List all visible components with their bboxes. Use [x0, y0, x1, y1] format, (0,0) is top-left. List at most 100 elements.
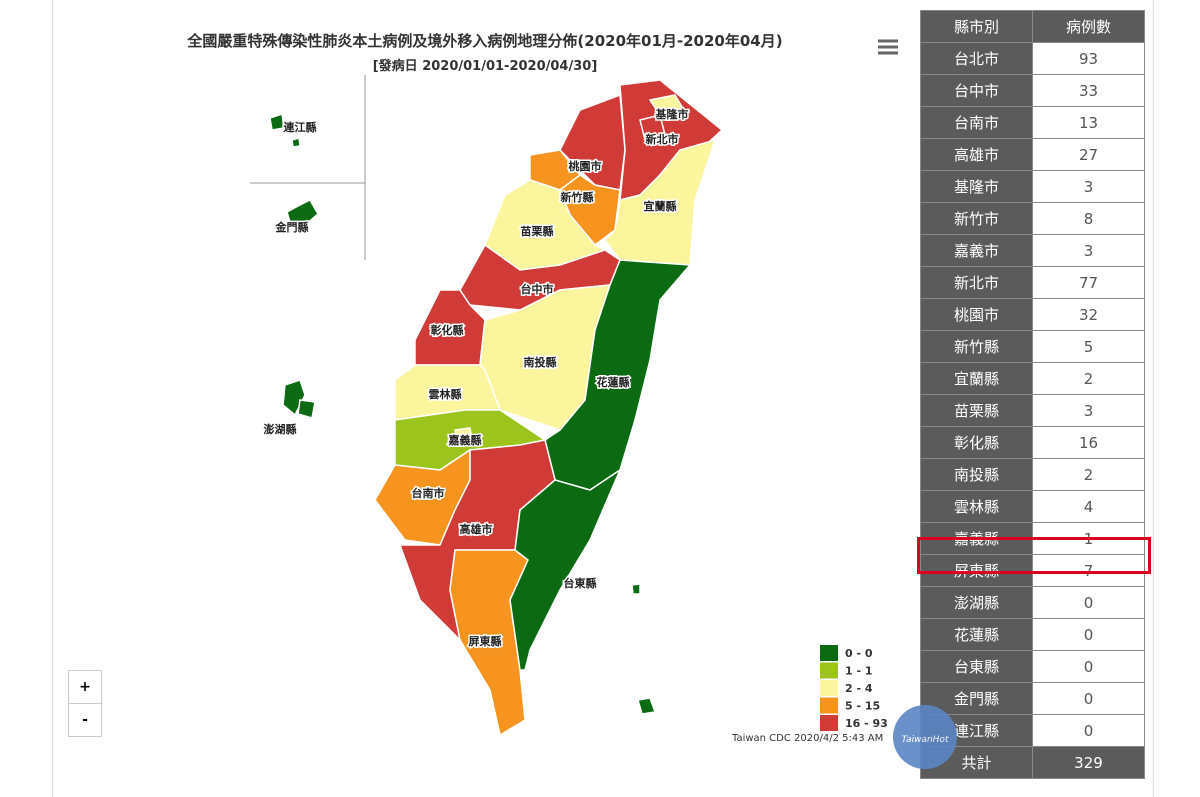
county-name: 新竹縣	[920, 330, 1033, 363]
county-region[interactable]	[291, 137, 301, 148]
county-name: 嘉義市	[920, 234, 1033, 267]
county-name: 台東縣	[920, 650, 1033, 683]
county-region[interactable]	[454, 427, 473, 443]
table-row: 澎湖縣 0	[920, 586, 1145, 619]
county-label: 基隆市	[655, 107, 689, 121]
table-row: 南投縣 2	[920, 458, 1145, 491]
county-region[interactable]	[631, 583, 641, 595]
legend-label: 1 - 1	[845, 665, 873, 678]
county-name: 南投縣	[920, 458, 1033, 491]
menu-icon[interactable]	[878, 39, 898, 55]
case-count: 27	[1032, 138, 1145, 171]
county-name: 基隆市	[920, 170, 1033, 203]
table-row: 新竹市 8	[920, 202, 1145, 235]
county-name: 台北市	[920, 42, 1033, 75]
county-label: 花蓮縣	[597, 375, 630, 389]
table-row: 彰化縣 16	[920, 426, 1145, 459]
case-count: 33	[1032, 74, 1145, 107]
legend-swatch	[820, 662, 838, 679]
map-title: 全國嚴重特殊傳染性肺炎本土病例及境外移入病例地理分佈(2020年01月-2020…	[186, 32, 782, 50]
case-count: 7	[1032, 554, 1145, 587]
legend-label: 0 - 0	[845, 647, 873, 660]
case-count: 5	[1032, 330, 1145, 363]
highlight-box	[917, 537, 1151, 574]
county-name: 新竹市	[920, 202, 1033, 235]
case-table: 縣市別 病例數 台北市 93 台中市 33 台南市 13 高雄市 27 基隆市 3 新竹市 8 嘉義市 3 新北…	[920, 10, 1145, 779]
county-region[interactable]	[509, 467, 622, 671]
county-name: 雲林縣	[920, 490, 1033, 523]
county-label: 雲林縣	[429, 387, 462, 401]
table-row: 新北市 77	[920, 266, 1145, 299]
county-name: 彰化縣	[920, 426, 1033, 459]
case-count: 16	[1032, 426, 1145, 459]
case-count: 93	[1032, 42, 1145, 75]
table-row: 屏東縣 7	[920, 554, 1145, 587]
county-region[interactable]	[639, 114, 666, 141]
county-label: 新竹縣	[561, 190, 594, 204]
county-region[interactable]	[637, 697, 657, 715]
county-name: 宜蘭縣	[920, 362, 1033, 395]
case-count: 3	[1032, 394, 1145, 427]
county-name: 新北市	[920, 266, 1033, 299]
table-row: 嘉義市 3	[920, 234, 1145, 267]
county-label: 台東縣	[564, 576, 597, 590]
zoom-in[interactable]: +	[68, 670, 102, 704]
case-count: 0	[1032, 586, 1145, 619]
county-label: 苗栗縣	[521, 224, 554, 238]
zoom-out[interactable]: -	[68, 703, 102, 737]
county-region[interactable]	[604, 138, 717, 266]
county-label: 南投縣	[524, 355, 557, 369]
table-row: 雲林縣 4	[920, 490, 1145, 523]
county-name: 花蓮縣	[920, 618, 1033, 651]
table-row: 高雄市 27	[920, 138, 1145, 171]
county-region[interactable]	[286, 199, 319, 226]
county-label: 彰化縣	[431, 323, 464, 337]
legend-swatch	[820, 697, 838, 714]
map-subtitle: [發病日 2020/01/01-2020/04/30]	[373, 58, 598, 74]
case-count: 8	[1032, 202, 1145, 235]
watermark: TaiwanHot	[893, 705, 957, 769]
county-label: 台中市	[521, 282, 554, 296]
county-name: 屏東縣	[920, 554, 1033, 587]
case-count: 329	[1032, 746, 1145, 779]
county-label: 連江縣	[284, 120, 317, 134]
legend-label: 2 - 4	[845, 682, 873, 695]
case-count: 13	[1032, 106, 1145, 139]
county-label: 澎湖縣	[264, 422, 297, 436]
county-label: 桃園市	[569, 159, 602, 173]
attribution: Taiwan CDC 2020/4/2 5:43 AM	[731, 733, 883, 744]
table-row: 台中市 33	[920, 74, 1145, 107]
county-region[interactable]	[648, 94, 687, 116]
case-count: 4	[1032, 490, 1145, 523]
county-label: 台南市	[412, 486, 445, 500]
inset-lines	[250, 75, 366, 260]
county-name: 台南市	[920, 106, 1033, 139]
table-row: 宜蘭縣 2	[920, 362, 1145, 395]
legend-label: 5 - 15	[845, 700, 880, 713]
case-count: 32	[1032, 298, 1145, 331]
map-frame	[52, 0, 1154, 797]
county-label: 新北市	[646, 132, 679, 146]
case-count: 0	[1032, 682, 1145, 715]
county-label: 宜蘭縣	[644, 199, 677, 213]
legend-label: 16 - 93	[845, 717, 888, 730]
county-label: 金門縣	[275, 220, 309, 234]
county-region[interactable]	[269, 113, 285, 131]
legend-swatch	[820, 715, 838, 731]
table-row: 台東縣 0	[920, 650, 1145, 683]
county-region[interactable]	[297, 399, 316, 419]
table-row: 台北市 93	[920, 42, 1145, 75]
table-row: 新竹縣 5	[920, 330, 1145, 363]
table-row: 台南市 13	[920, 106, 1145, 139]
case-count: 0	[1032, 618, 1145, 651]
table-row: 共計 329	[920, 746, 1145, 779]
case-count: 3	[1032, 170, 1145, 203]
case-count: 病例數	[1032, 10, 1145, 43]
table-row: 花蓮縣 0	[920, 618, 1145, 651]
case-count: 3	[1032, 234, 1145, 267]
case-count: 2	[1032, 458, 1145, 491]
case-count: 0	[1032, 714, 1145, 747]
county-name: 縣市別	[920, 10, 1033, 43]
